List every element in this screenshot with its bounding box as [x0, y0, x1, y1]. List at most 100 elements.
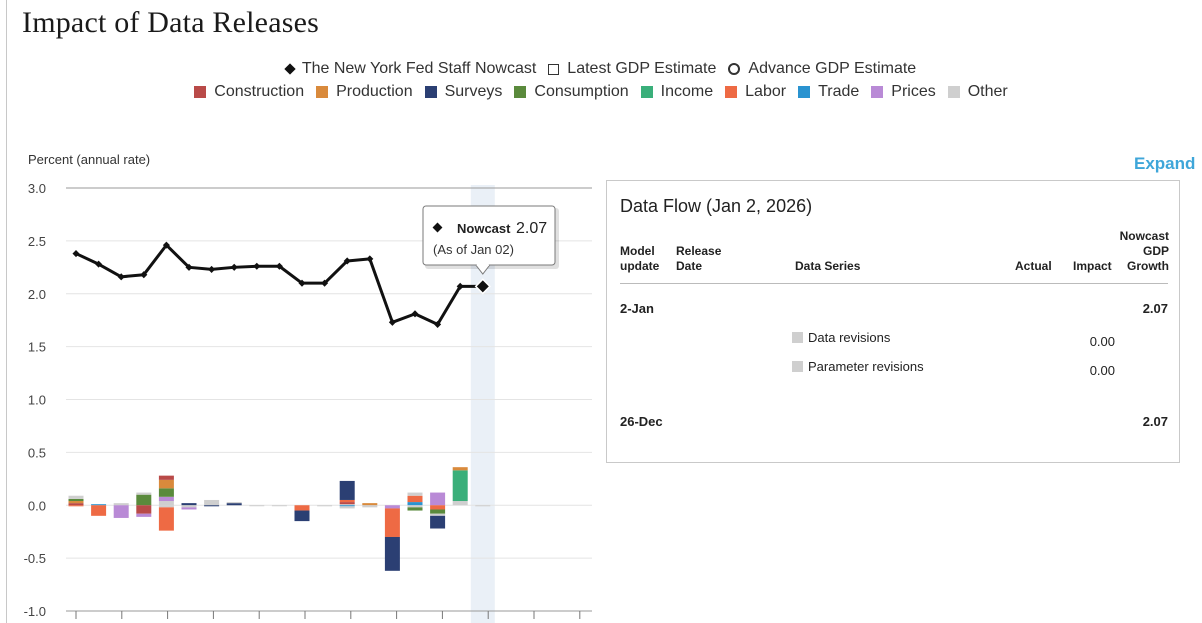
- bar-production: [362, 503, 378, 506]
- bar-other: [362, 505, 378, 508]
- legend-item-advance-gdp[interactable]: Advance GDP Estimate: [728, 60, 916, 78]
- tooltip-asof: (As of Jan 02): [433, 242, 514, 257]
- bar-other: [158, 501, 174, 506]
- tooltip-label: Nowcast: [457, 221, 511, 236]
- y-tick-label: 1.0: [28, 393, 46, 408]
- y-tick-label: 0.0: [28, 498, 46, 513]
- bar-other: [475, 505, 491, 507]
- legend-item-production[interactable]: Production: [316, 83, 413, 101]
- y-tick-label: 2.0: [28, 287, 46, 302]
- bar-other: [271, 505, 287, 507]
- legend-item-trade[interactable]: Trade: [798, 83, 859, 101]
- bar-surveys: [430, 515, 446, 529]
- bar-labor: [158, 507, 174, 531]
- legend-label: Income: [660, 83, 714, 100]
- bar-consumption: [158, 488, 174, 497]
- tooltip-pointer: [475, 264, 491, 275]
- y-tick-label: 1.5: [28, 340, 46, 355]
- nowcast-point: [411, 310, 419, 318]
- legend-item-surveys[interactable]: Surveys: [424, 83, 503, 101]
- bar-surveys: [294, 510, 310, 522]
- header-data-series: Data Series: [795, 259, 861, 273]
- open-circle-marker-icon: [728, 63, 741, 75]
- header-actual: Actual: [1015, 259, 1052, 273]
- nowcast-line: [75, 243, 483, 326]
- nowcast-point: [321, 279, 329, 287]
- bar-prices: [384, 505, 400, 509]
- y-tick-label: 2.5: [28, 234, 46, 249]
- bar-consumption: [430, 509, 446, 514]
- nowcast-point: [140, 271, 148, 279]
- nowcast-point: [208, 265, 216, 273]
- bar-prices: [113, 505, 129, 518]
- nowcast-point: [72, 250, 80, 258]
- row-impact-parameter-revisions: 0.00: [1089, 363, 1115, 378]
- bar-construction: [339, 502, 355, 505]
- expand-link[interactable]: Expand: [1134, 154, 1196, 173]
- bar-prices: [136, 513, 152, 517]
- bar-other: [452, 501, 468, 506]
- open-square-marker-icon: [548, 63, 560, 75]
- bar-other: [68, 495, 84, 499]
- bar-production: [158, 479, 174, 489]
- labor-swatch: [725, 86, 738, 98]
- production-swatch: [316, 86, 329, 98]
- trade-swatch: [798, 86, 811, 98]
- nowcast-point: [230, 263, 238, 271]
- bar-labor: [339, 499, 355, 503]
- bar-other: [339, 506, 355, 509]
- bar-prices: [181, 507, 197, 510]
- bar-construction: [68, 503, 84, 506]
- legend-label: Production: [336, 83, 413, 100]
- row-data-revisions: Data revisions: [792, 330, 890, 345]
- nowcast-point: [388, 318, 396, 326]
- legend-item-other[interactable]: Other: [947, 83, 1008, 101]
- income-swatch: [640, 86, 653, 98]
- nowcast-point: [253, 262, 261, 270]
- nowcast-chart[interactable]: Percent (annual rate) 3.0 2.5 2.0 1.5 1.0 0.5 0…: [0, 140, 600, 623]
- nowcast-point: [162, 241, 170, 249]
- bar-labor: [91, 505, 107, 516]
- construction-swatch: [194, 86, 207, 98]
- frame-border: [6, 0, 7, 623]
- bar-labor: [407, 495, 423, 503]
- data-flow-panel: Data Flow (Jan 2, 2026) Model update Rele…: [606, 180, 1180, 463]
- bar-other: [430, 513, 446, 516]
- other-swatch: [792, 332, 803, 343]
- bar-trade: [407, 502, 423, 506]
- legend-item-labor[interactable]: Labor: [725, 83, 786, 101]
- bar-labor: [384, 508, 400, 537]
- diamond-marker-icon: [432, 222, 443, 233]
- nowcast-point: [474, 278, 491, 295]
- legend-item-prices[interactable]: Prices: [871, 83, 936, 101]
- bar-surveys: [226, 503, 242, 506]
- legend-item-income[interactable]: Income: [640, 83, 714, 101]
- consumption-swatch: [514, 86, 527, 98]
- legend-label: Construction: [214, 83, 305, 100]
- legend-item-construction[interactable]: Construction: [194, 83, 304, 101]
- legend-label: Trade: [818, 83, 860, 100]
- bar-production: [452, 467, 468, 471]
- panel-title: Data Flow (Jan 2, 2026): [620, 196, 813, 216]
- y-tick-label: -0.5: [24, 551, 46, 566]
- row-growth-26dec: 2.07: [1142, 414, 1168, 429]
- header-nowcast-growth: Nowcast GDP Growth: [1119, 229, 1169, 273]
- bar-labor: [294, 505, 310, 511]
- legend-item-consumption[interactable]: Consumption: [514, 83, 629, 101]
- legend-label: Surveys: [444, 83, 503, 100]
- page-title: Impact of Data Releases: [22, 6, 319, 39]
- bar-consumption: [68, 498, 84, 502]
- surveys-swatch: [424, 86, 437, 98]
- nowcast-point: [275, 262, 283, 270]
- legend-item-nowcast[interactable]: The New York Fed Staff Nowcast: [284, 60, 536, 78]
- header-impact: Impact: [1073, 259, 1112, 273]
- bar-labor: [68, 505, 84, 507]
- y-tick-label: 3.0: [28, 181, 46, 196]
- nowcast-point: [366, 255, 374, 263]
- y-axis-label: Percent (annual rate): [28, 152, 150, 167]
- row-growth-2jan: 2.07: [1142, 301, 1168, 316]
- legend-item-latest-gdp[interactable]: Latest GDP Estimate: [548, 60, 716, 78]
- bar-other: [204, 499, 220, 506]
- legend-markers: The New York Fed Staff Nowcast Latest GD…: [0, 60, 1202, 78]
- header-model-update: Model update: [620, 244, 660, 273]
